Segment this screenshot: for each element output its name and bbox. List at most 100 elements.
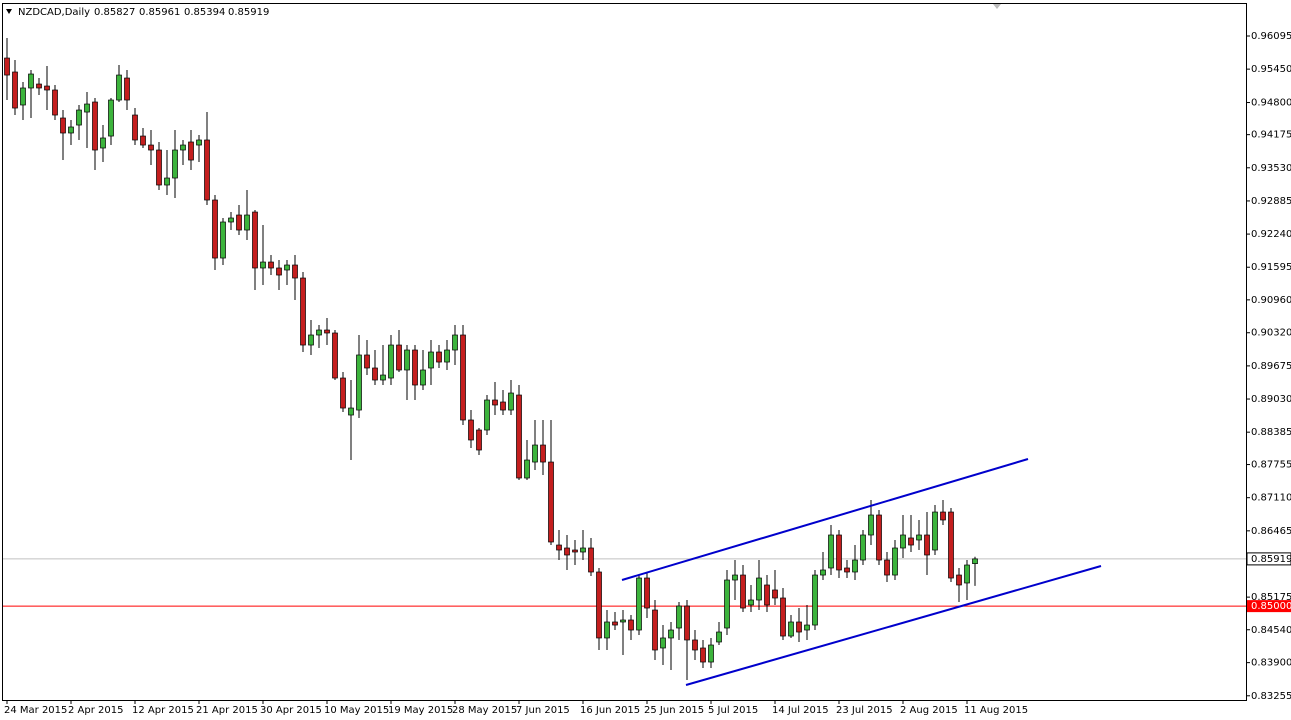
x-tick-label: 30 Apr 2015 <box>260 705 322 716</box>
candle-body <box>308 334 314 346</box>
y-tick-label: 0.90960 <box>1251 295 1291 306</box>
candle-body <box>684 605 690 641</box>
candle-body <box>100 137 106 149</box>
y-tick-label: 0.94175 <box>1251 130 1291 141</box>
candle-body <box>716 631 722 643</box>
candle-body <box>452 334 458 351</box>
candle-body <box>332 332 338 379</box>
candle-body <box>284 264 290 271</box>
candle-body <box>916 534 922 541</box>
candle-body <box>804 624 810 631</box>
candle-body <box>668 629 674 639</box>
x-tick-label: 2 Apr 2015 <box>68 705 123 716</box>
candle-body <box>340 377 346 409</box>
candle-body <box>260 261 266 269</box>
candle-body <box>148 144 154 151</box>
y-tick-label: 0.87110 <box>1251 493 1291 504</box>
candle-body <box>972 558 978 564</box>
candle-body <box>780 597 786 637</box>
candle-body <box>316 329 322 336</box>
candle-body <box>652 609 658 651</box>
candle-body <box>420 369 426 386</box>
x-tick-label: 2 Aug 2015 <box>900 705 958 716</box>
candle-body <box>868 514 874 536</box>
menu-triangle <box>6 9 12 14</box>
candle-body <box>492 399 498 406</box>
candle-body <box>764 584 770 606</box>
candle-body <box>236 214 242 231</box>
current-price-box <box>1246 552 1291 566</box>
x-tick-label: 14 Jul 2015 <box>772 705 829 716</box>
x-tick-label: 10 May 2015 <box>324 705 389 716</box>
candle-body <box>124 77 130 101</box>
candle-body <box>180 144 186 151</box>
y-tick-label: 0.91595 <box>1251 262 1291 273</box>
candle-body <box>964 564 970 584</box>
candle-body <box>572 549 578 553</box>
candle-body <box>20 87 26 106</box>
y-tick-label: 0.90320 <box>1251 328 1291 339</box>
candle-body <box>812 574 818 626</box>
header-low: 0.85394 <box>184 7 225 18</box>
candle-body <box>460 334 466 421</box>
candle-body <box>356 354 362 411</box>
candle-body <box>844 567 850 573</box>
x-tick-label: 11 Aug 2015 <box>964 705 1028 716</box>
candle-body <box>52 89 58 116</box>
candle-body <box>644 577 650 609</box>
x-tick-label: 24 Mar 2015 <box>4 705 67 716</box>
candle-body <box>604 621 610 639</box>
x-tick-label: 12 Apr 2015 <box>132 705 194 716</box>
candle-body <box>820 569 826 576</box>
current-price-label: 0.85919 <box>1251 554 1291 565</box>
candle-body <box>468 419 474 441</box>
candle-body <box>140 135 146 146</box>
y-tick-label: 0.92885 <box>1251 196 1291 207</box>
candle-body <box>876 514 882 561</box>
y-tick-label: 0.93530 <box>1251 163 1291 174</box>
x-tick-label: 7 Jun 2015 <box>516 705 570 716</box>
y-tick-label: 0.83900 <box>1251 658 1291 669</box>
trend-line-upper <box>621 458 1029 581</box>
x-tick-label: 5 Jul 2015 <box>708 705 758 716</box>
candle-body <box>28 73 34 89</box>
candle-body <box>796 621 802 633</box>
candle-body <box>756 577 762 601</box>
y-tick-label: 0.92240 <box>1251 229 1291 240</box>
candle-body <box>932 511 938 551</box>
x-tick-label: 23 Jul 2015 <box>836 705 893 716</box>
y-tick-label: 0.85175 <box>1251 592 1291 603</box>
candle-body <box>660 637 666 649</box>
candle-body <box>84 103 90 113</box>
candle-body <box>700 647 706 663</box>
x-tick-label: 28 May 2015 <box>452 705 517 716</box>
candle-body <box>60 117 66 134</box>
candle-body <box>484 399 490 431</box>
candle-body <box>436 351 442 363</box>
symbol-title: NZDCAD,Daily <box>18 7 90 18</box>
candle-body <box>372 367 378 381</box>
candle-body <box>772 589 778 599</box>
marks <box>3 37 1246 681</box>
candle-body <box>12 71 18 109</box>
candle-body <box>4 57 10 76</box>
trend-line-lower <box>685 565 1102 686</box>
candle-body <box>220 221 226 259</box>
y-tick-label: 0.95450 <box>1251 64 1291 75</box>
candle-body <box>44 85 50 91</box>
candle-body <box>748 599 754 606</box>
candle-body <box>940 511 946 521</box>
candle-body <box>380 374 386 381</box>
candle-body <box>508 392 514 411</box>
candle-body <box>444 349 450 363</box>
candle-body <box>724 579 730 629</box>
y-tick-label: 0.89675 <box>1251 361 1291 372</box>
candle-body <box>300 277 306 346</box>
candle-body <box>524 459 530 479</box>
header-open: 0.85827 <box>94 7 135 18</box>
candle-body <box>900 534 906 549</box>
labels: 0.96095 0.95450 0.94800 0.94175 0.93530 0.928… <box>4 31 1291 716</box>
y-tick-label: 0.89030 <box>1251 394 1291 405</box>
candle-body <box>788 621 794 637</box>
